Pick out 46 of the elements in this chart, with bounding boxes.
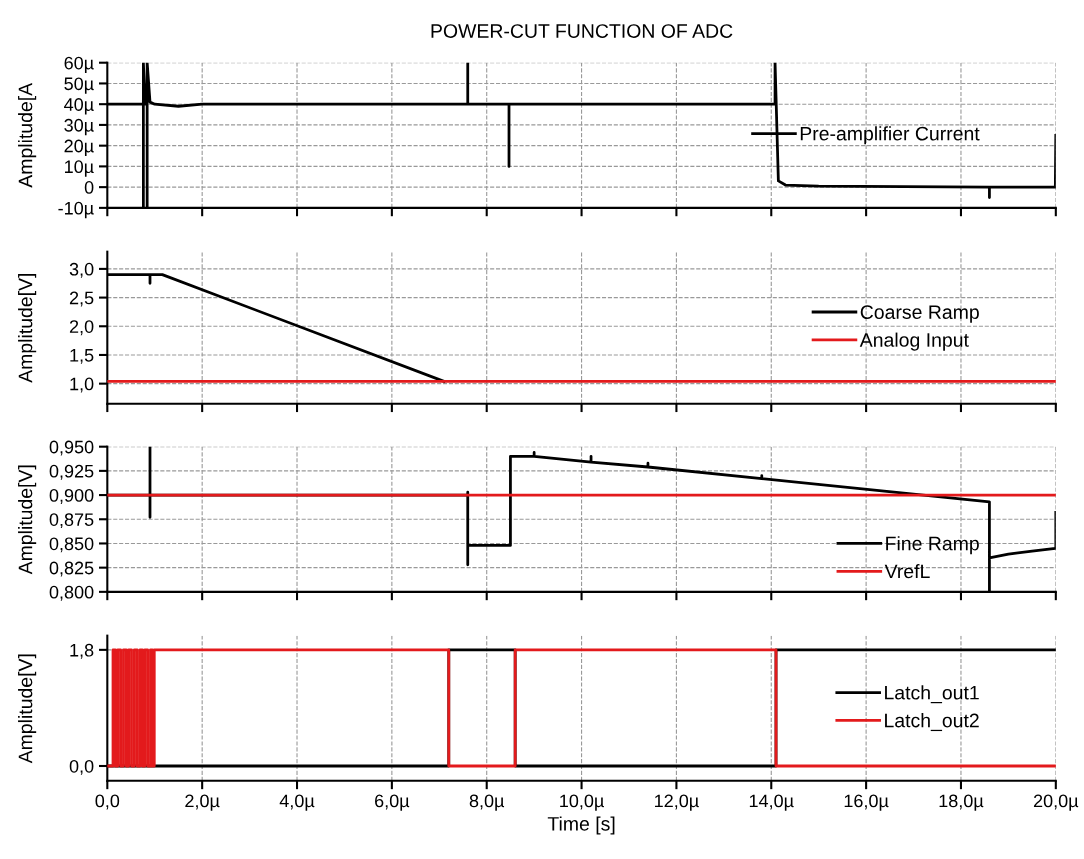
y-tick-label: 0,850 (49, 537, 94, 553)
y-tick-label: 0,0 (69, 759, 94, 775)
y-tick-label: 0,825 (49, 561, 94, 577)
x-tick-label: 0,0 (95, 794, 120, 810)
y-tick-label: 0,800 (49, 585, 94, 601)
y-tick-label: 50µ (64, 77, 94, 94)
y-tick-label: -10µ (58, 201, 94, 219)
y-tick-label: 30µ (64, 118, 94, 136)
x-tick-label: 4,0µ (279, 794, 315, 811)
x-tick-label: 10,0µ (560, 794, 604, 811)
y-axis-title: Amplitude[A (18, 82, 37, 188)
legend-label: Pre-amplifier Current (800, 126, 980, 145)
x-tick-label: 16,0µ (844, 794, 889, 811)
y-axis-title: Amplitude[V] (18, 465, 37, 575)
y-tick-label: 40µ (64, 98, 94, 115)
y-axis-title: Amplitude[V] (18, 654, 37, 764)
y-tick-label: 1,8 (70, 643, 94, 659)
x-axis-title: Time [s] (547, 816, 615, 835)
x-tick-label: 6,0µ (375, 794, 410, 811)
y-tick-label: 2,5 (69, 291, 94, 307)
legend-label: Fine Ramp (886, 536, 979, 555)
y-axis-title: Amplitude[V] (18, 273, 37, 383)
x-tick-label: 12,0µ (655, 794, 699, 811)
y-tick-label: 10µ (65, 160, 94, 177)
y-tick-label: 1,5 (70, 349, 94, 364)
y-tick-label: 60µ (64, 56, 94, 73)
legend-label: Analog Input (859, 332, 969, 351)
x-tick-label: 8,0µ (469, 794, 505, 811)
legend-label: Coarse Ramp (860, 305, 979, 323)
legend-label: Latch_out2 (885, 713, 979, 732)
y-tick-label: 0,875 (49, 513, 94, 529)
y-tick-label: 0,950 (49, 440, 94, 456)
chart-title: POWER-CUT FUNCTION OF ADC (431, 24, 733, 38)
y-tick-label: 2,0 (69, 320, 94, 336)
x-tick-label: 20,0µ (1033, 794, 1079, 811)
y-tick-label: 0,900 (49, 489, 94, 504)
y-tick-label: 1,0 (70, 377, 94, 393)
x-tick-label: 18,0µ (939, 794, 984, 811)
legend-label: Latch_out1 (885, 685, 979, 704)
y-tick-label: 3,0 (69, 262, 94, 278)
y-tick-label: 0,925 (49, 464, 94, 480)
y-tick-label: 0 (84, 181, 94, 194)
legend-label: VrefL (884, 564, 930, 579)
y-tick-label: 20µ (64, 139, 94, 156)
x-tick-label: 14,0µ (749, 794, 794, 811)
x-tick-label: 2,0µ (185, 794, 220, 811)
